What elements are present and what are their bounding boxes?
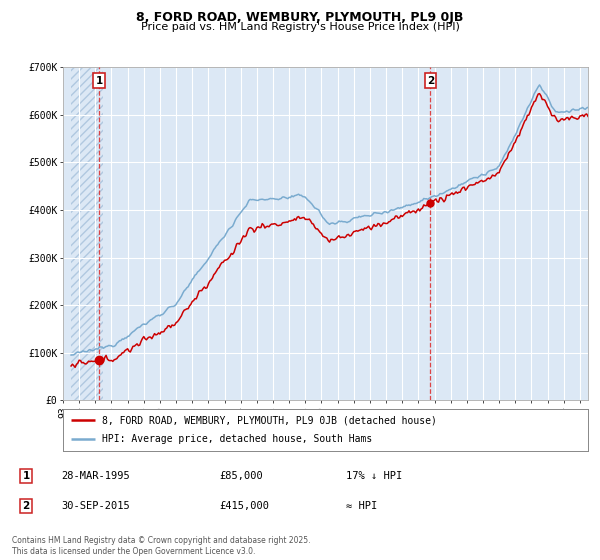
Text: ≈ HPI: ≈ HPI — [346, 501, 377, 511]
Text: 28-MAR-1995: 28-MAR-1995 — [61, 471, 130, 481]
Text: 30-SEP-2015: 30-SEP-2015 — [61, 501, 130, 511]
Text: 8, FORD ROAD, WEMBURY, PLYMOUTH, PL9 0JB: 8, FORD ROAD, WEMBURY, PLYMOUTH, PL9 0JB — [136, 11, 464, 24]
Text: £85,000: £85,000 — [220, 471, 263, 481]
Text: Contains HM Land Registry data © Crown copyright and database right 2025.
This d: Contains HM Land Registry data © Crown c… — [12, 536, 311, 556]
Text: 17% ↓ HPI: 17% ↓ HPI — [346, 471, 403, 481]
Text: 2: 2 — [427, 76, 434, 86]
Text: 8, FORD ROAD, WEMBURY, PLYMOUTH, PL9 0JB (detached house): 8, FORD ROAD, WEMBURY, PLYMOUTH, PL9 0JB… — [103, 415, 437, 425]
Text: 2: 2 — [22, 501, 29, 511]
Bar — [71, 67, 103, 400]
Text: HPI: Average price, detached house, South Hams: HPI: Average price, detached house, Sout… — [103, 435, 373, 445]
Text: 1: 1 — [22, 471, 29, 481]
Text: £415,000: £415,000 — [220, 501, 269, 511]
Text: 1: 1 — [95, 76, 103, 86]
Text: Price paid vs. HM Land Registry's House Price Index (HPI): Price paid vs. HM Land Registry's House … — [140, 22, 460, 32]
